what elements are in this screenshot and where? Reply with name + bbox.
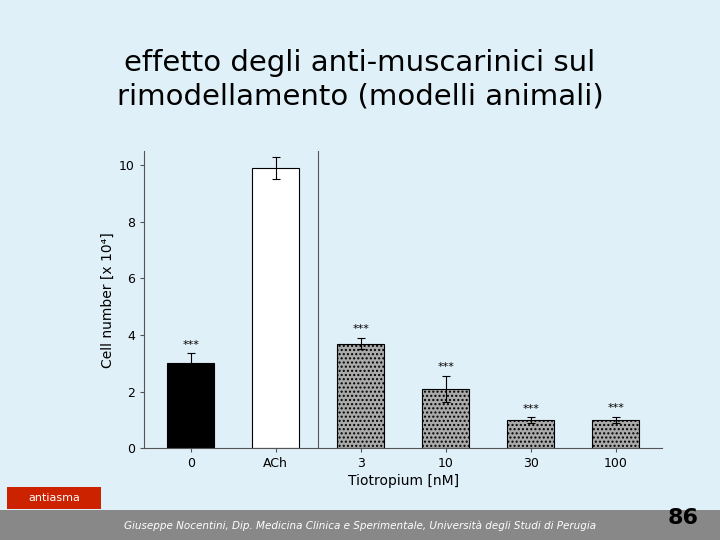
- Text: ***: ***: [607, 403, 624, 413]
- Bar: [167, 363, 214, 448]
- Bar: [593, 420, 639, 448]
- X-axis label: Tiotropium [nM]: Tiotropium [nM]: [348, 475, 459, 488]
- Text: ***: ***: [352, 325, 369, 334]
- Text: ***: ***: [522, 404, 539, 414]
- Text: ***: ***: [182, 340, 199, 350]
- Bar: [338, 343, 384, 448]
- Text: effetto degli anti-muscarinici sul
rimodellamento (modelli animali): effetto degli anti-muscarinici sul rimod…: [117, 49, 603, 110]
- Bar: [252, 168, 299, 448]
- Text: antiasma: antiasma: [28, 493, 80, 503]
- Text: ***: ***: [437, 362, 454, 372]
- Text: Giuseppe Nocentini, Dip. Medicina Clinica e Sperimentale, Università degli Studi: Giuseppe Nocentini, Dip. Medicina Clinic…: [124, 520, 596, 531]
- Y-axis label: Cell number [x 10⁴]: Cell number [x 10⁴]: [101, 232, 115, 368]
- Bar: [508, 420, 554, 448]
- Text: 86: 86: [667, 508, 698, 529]
- Bar: [423, 389, 469, 448]
